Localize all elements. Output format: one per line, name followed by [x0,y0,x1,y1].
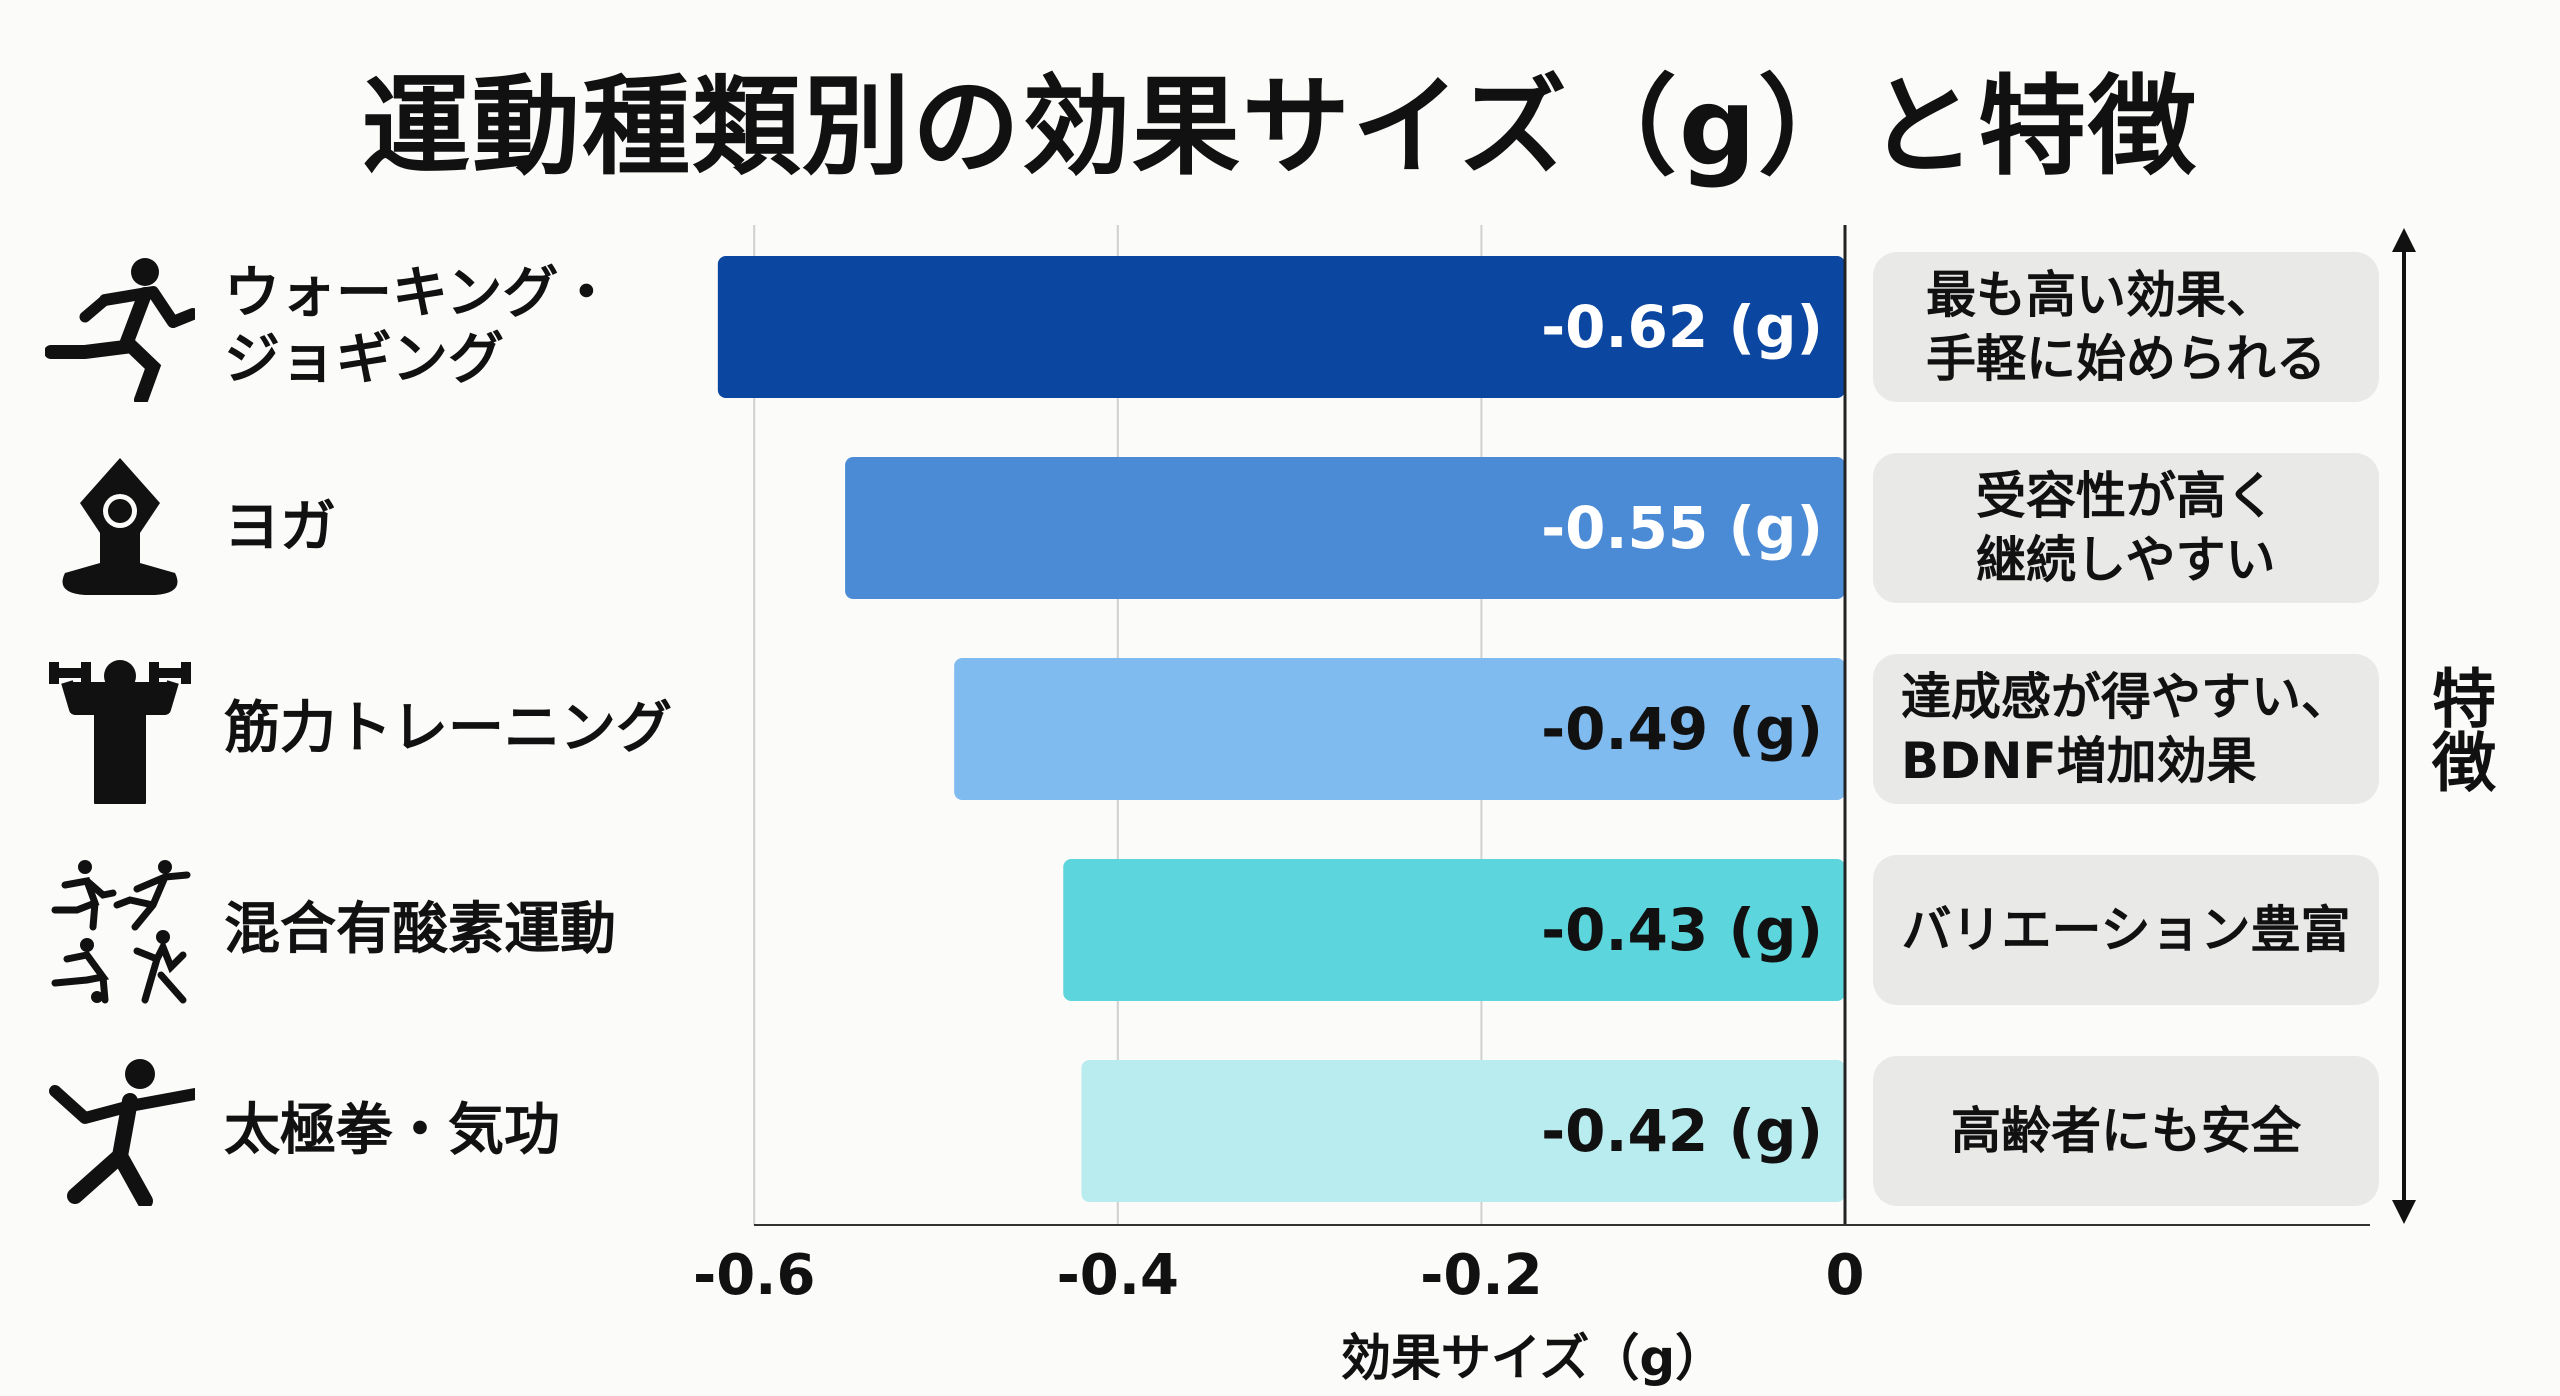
bar [717,256,1845,398]
bar-data-label: -0.62 (g) [1541,293,1823,361]
bar [1081,1060,1845,1202]
bar-data-label: -0.43 (g) [1541,896,1823,964]
bar-data-label: -0.49 (g) [1541,695,1823,763]
x-tick-label: 0 [1826,1243,1865,1308]
category-label: 太極拳・気功 [224,1098,560,1163]
category-label: ヨガ [224,495,336,560]
bar [954,658,1845,800]
x-tick-label: -0.6 [693,1243,815,1308]
arrow-head-down-icon [2392,1200,2416,1224]
arrow-head-up-icon [2392,228,2416,252]
x-tick-label: -0.4 [1057,1243,1179,1308]
running-person-icon [44,252,199,407]
feature-box: バリエーション豊富 [1873,855,2379,1005]
bar-data-label: -0.55 (g) [1541,494,1823,562]
bar [845,457,1845,599]
category-label: ウォーキング・ ジョギング [224,261,615,392]
feature-box: 高齢者にも安全 [1873,1056,2379,1206]
category-label: 筋力トレーニング [224,696,672,761]
feature-box: 最も高い効果、 手軽に始められる [1873,252,2379,402]
x-axis-label: 効果サイズ（g） [1340,1329,1726,1387]
x-tick-label: -0.2 [1420,1243,1542,1308]
chart-title: 運動種類別の効果サイズ（g）と特徴 [361,65,2199,190]
yoga-person-icon [45,453,195,603]
mixed-aerobic-people-icon [45,855,195,1005]
category-label: 混合有酸素運動 [224,897,616,962]
bar [1063,859,1845,1001]
weightlifting-person-icon [45,654,195,808]
features-heading: 特徴 [2421,665,2495,793]
feature-box: 受容性が高く 継続しやすい [1873,453,2379,603]
bar-data-label: -0.42 (g) [1541,1097,1823,1165]
feature-box: 達成感が得やすい、 BDNF増加効果 [1873,654,2379,804]
tai-chi-person-icon [45,1056,201,1209]
